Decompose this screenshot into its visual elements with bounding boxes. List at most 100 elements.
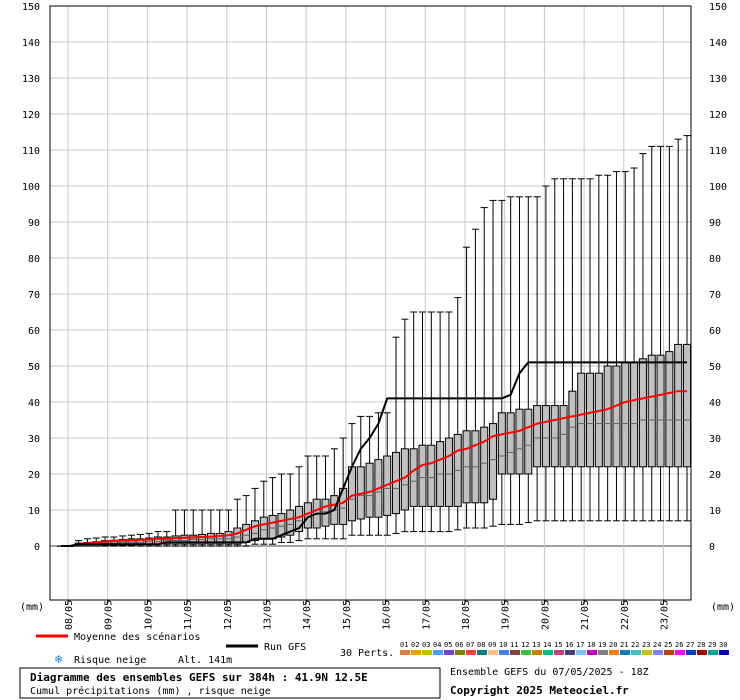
box-64: [612, 171, 621, 522]
box-60: [577, 178, 586, 522]
pert-label-23: 23: [642, 641, 650, 649]
box-29: [303, 455, 312, 540]
pert-swatch-01: [400, 650, 410, 655]
box-56: [541, 185, 550, 522]
pert-swatch-02: [411, 650, 421, 655]
box-44: [436, 311, 445, 533]
pert-swatch-23: [642, 650, 652, 655]
pert-label-30: 30: [719, 641, 727, 649]
pert-label-18: 18: [587, 641, 595, 649]
box-16: [189, 509, 198, 547]
pert-swatch-22: [631, 650, 641, 655]
box-body: [224, 531, 233, 545]
y-tick-label-right: 80: [709, 254, 721, 265]
box-body: [621, 361, 630, 468]
box-body: [533, 405, 542, 468]
box-12: [153, 531, 163, 547]
box-body: [233, 527, 242, 545]
pert-swatch-15: [554, 650, 564, 655]
y-tick-label-left: 30: [28, 434, 40, 445]
box-body: [638, 358, 647, 468]
pert-swatch-06: [455, 650, 465, 655]
box-21: [233, 498, 242, 547]
pert-swatch-18: [587, 650, 597, 655]
pert-label-08: 08: [477, 641, 485, 649]
pert-label-09: 09: [488, 641, 496, 649]
y-tick-label-right: 110: [709, 146, 727, 157]
pert-label-20: 20: [609, 641, 617, 649]
box-6: [101, 536, 110, 547]
box-body: [268, 514, 277, 540]
box-11: [145, 532, 154, 547]
box-body: [656, 354, 665, 468]
box-14: [171, 509, 180, 547]
pert-swatch-27: [686, 650, 696, 655]
y-tick-label-left: 20: [28, 470, 40, 481]
perturbation-legend: 01 02 03 04 05 06 07 08 09 10 11 12 13 14 15 16 17 18 19 20…: [400, 641, 729, 655]
pert-label-19: 19: [598, 641, 606, 649]
box-70: [665, 145, 674, 522]
box-48: [471, 228, 480, 529]
box-65: [621, 171, 630, 522]
box-18: [206, 509, 215, 547]
box-body: [674, 343, 683, 468]
box-body: [665, 351, 674, 468]
box-body: [612, 365, 621, 468]
pert-swatch-24: [653, 650, 663, 655]
pert-label-01: 01: [400, 641, 408, 649]
legend-snow-label: Risque neige: [74, 655, 146, 666]
box-54: [524, 196, 533, 524]
box-body: [295, 505, 304, 533]
x-tick-label: 17/05: [421, 600, 432, 630]
pert-label-05: 05: [444, 641, 452, 649]
box-body: [277, 513, 286, 538]
pert-label-21: 21: [620, 641, 628, 649]
box-body: [418, 444, 427, 507]
x-tick-label: 14/05: [302, 600, 313, 630]
y-tick-label-left: 100: [22, 182, 40, 193]
pert-swatch-30: [719, 650, 729, 655]
x-tick-label: 19/05: [501, 600, 512, 630]
x-tick-label: 08/05: [64, 600, 75, 630]
legend-perts-label: 30 Perts.: [340, 648, 394, 659]
y-tick-label-left: 130: [22, 74, 40, 85]
legend-mean-label: Moyenne des scénarios: [74, 631, 200, 643]
pert-label-22: 22: [631, 641, 639, 649]
pert-label-07: 07: [466, 641, 474, 649]
pert-swatch-07: [466, 650, 476, 655]
pert-swatch-05: [444, 650, 454, 655]
x-tick-label: 09/05: [104, 600, 115, 630]
box-body: [550, 405, 559, 468]
box-body: [647, 354, 656, 468]
box-body: [427, 444, 436, 507]
box-body: [444, 437, 453, 507]
box-17: [198, 509, 207, 547]
snowflake-icon: ❄: [54, 653, 63, 666]
pert-label-16: 16: [565, 641, 573, 649]
y-tick-label-right: 10: [709, 506, 721, 517]
x-tick-label: 18/05: [461, 600, 472, 630]
chart-axes: 0 0 10 10 20 20 30 30 40 40 50 50 60 60 70 70 80 80 90 90 10…: [22, 2, 727, 630]
box-body: [480, 426, 489, 504]
x-tick-label: 22/05: [620, 600, 631, 630]
pert-swatch-19: [598, 650, 608, 655]
box-36: [365, 415, 374, 536]
box-46: [453, 297, 462, 531]
box-body: [506, 412, 515, 475]
x-tick-label: 23/05: [660, 600, 671, 630]
y-tick-label-right: 40: [709, 398, 721, 409]
box-62: [594, 174, 603, 522]
box-69: [656, 145, 665, 522]
box-body: [171, 535, 180, 545]
box-63: [603, 174, 612, 522]
pert-swatch-21: [620, 650, 630, 655]
plot-area: [56, 135, 692, 547]
box-72: [682, 135, 692, 522]
box-body: [180, 534, 189, 545]
box-28: [295, 466, 304, 542]
box-67: [638, 153, 647, 522]
pert-swatch-10: [499, 650, 509, 655]
pert-label-25: 25: [664, 641, 672, 649]
pert-swatch-12: [521, 650, 531, 655]
y-tick-label-left: 0: [34, 542, 40, 553]
